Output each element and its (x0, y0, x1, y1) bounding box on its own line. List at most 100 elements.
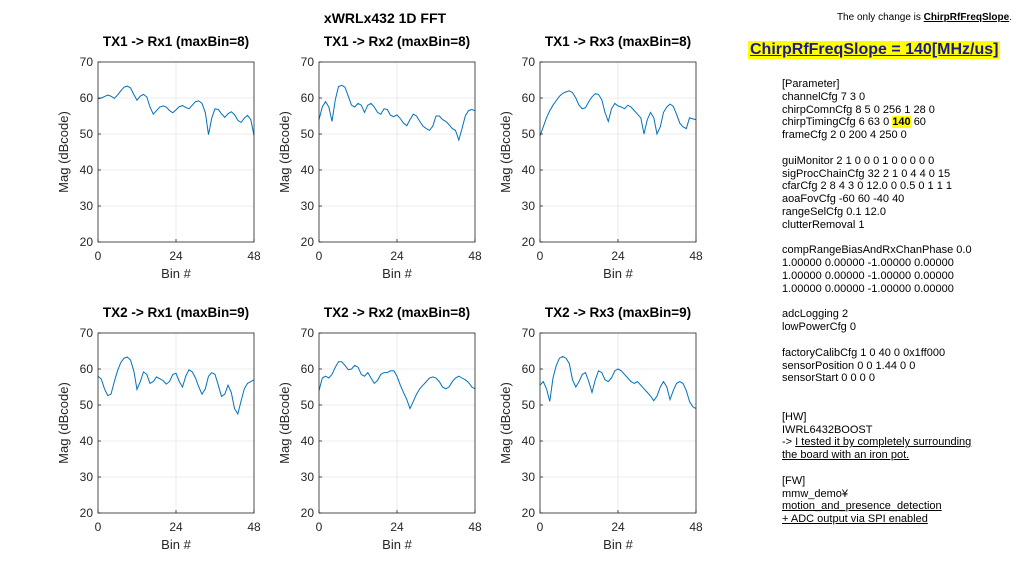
x-axis-label: Bin # (382, 537, 412, 552)
y-tick-label: 20 (80, 506, 94, 520)
param-header: [Parameter] (782, 78, 840, 90)
x-tick-label: 0 (537, 520, 544, 534)
fw-demo: mmw_demo¥ (782, 487, 849, 500)
x-axis-label: Bin # (382, 266, 412, 281)
y-tick-label: 20 (301, 235, 315, 249)
series-line (97, 356, 255, 416)
y-tick-label: 50 (522, 127, 536, 141)
x-axis-label: Bin # (161, 537, 191, 552)
hw-header: [HW] (782, 410, 807, 423)
chart-title: TX2 -> Rx2 (maxBin=8) (324, 305, 470, 320)
y-tick-label: 20 (522, 506, 536, 520)
y-tick-label: 40 (80, 163, 94, 177)
fw-header: [FW] (782, 474, 806, 487)
cfg-range-sel: rangeSelCfg 0.1 12.0 (782, 205, 886, 218)
cfg-low-power: lowPowerCfg 0 (782, 321, 856, 334)
cfg-gui-monitor: guiMonitor 2 1 0 0 0 1 0 0 0 0 0 (782, 154, 935, 167)
hw-note-line-1: -> I tested it by completely surrounding (782, 436, 1020, 449)
config-panel: [Parameter] channelCfg 7 3 0 chirpComnCf… (782, 78, 1020, 526)
chart-title: TX2 -> Rx3 (maxBin=9) (545, 305, 691, 320)
chirp-slope-value: 140 (892, 116, 911, 129)
cfg-chirp-comn: chirpComnCfg 8 5 0 256 1 28 0 (782, 103, 935, 116)
y-tick-label: 40 (522, 163, 536, 177)
y-tick-label: 70 (522, 55, 536, 69)
note-prefix: The only change is (836, 12, 924, 23)
y-tick-label: 70 (301, 326, 315, 340)
series-line (97, 85, 255, 136)
y-tick-label: 50 (301, 127, 315, 141)
x-tick-label: 0 (95, 520, 102, 534)
y-axis-label: Mag (dBcode) (498, 111, 513, 193)
hw-board: IWRL6432BOOST (782, 423, 873, 436)
y-tick-label: 50 (80, 398, 94, 412)
cfg-factory-calib: factoryCalibCfg 1 0 40 0 0x1ff000 (782, 346, 946, 359)
y-tick-label: 30 (301, 199, 315, 213)
fw-detection: motion_and_presence_detection (782, 500, 942, 513)
x-tick-label: 24 (390, 249, 404, 263)
y-tick-label: 40 (80, 434, 94, 448)
y-axis-label: Mag (dBcode) (56, 111, 71, 193)
x-tick-label: 0 (537, 249, 544, 263)
y-tick-label: 70 (301, 55, 315, 69)
note-key: ChirpRfFreqSlope (923, 12, 1010, 23)
x-tick-label: 48 (247, 520, 261, 534)
y-axis-label: Mag (dBcode) (277, 111, 292, 193)
chart-title: TX2 -> Rx1 (maxBin=9) (103, 305, 249, 320)
x-tick-label: 24 (611, 249, 625, 263)
cfg-clutter: clutterRemoval 1 (782, 218, 865, 231)
chirp-timing-prefix: chirpTimingCfg 6 63 0 (782, 116, 890, 129)
x-tick-label: 24 (611, 520, 625, 534)
change-note: The only change is ChirpRfFreqSlope. (760, 12, 1012, 23)
y-tick-label: 40 (301, 163, 315, 177)
series-line (539, 90, 697, 136)
y-tick-label: 50 (80, 127, 94, 141)
hw-note-1: I tested it by completely surrounding (795, 436, 972, 449)
x-tick-label: 0 (316, 520, 323, 534)
series-line (318, 361, 476, 410)
x-axis-label: Bin # (603, 537, 633, 552)
y-tick-label: 30 (80, 470, 94, 484)
chart-title: TX1 -> Rx3 (maxBin=8) (545, 34, 691, 49)
x-tick-label: 0 (95, 249, 102, 263)
y-tick-label: 60 (522, 362, 536, 376)
cfg-sensor-position: sensorPosition 0 0 1.44 0 0 (782, 359, 916, 372)
hw-note-2: the board with an iron pot. (782, 449, 910, 462)
cfg-cfar: cfarCfg 2 8 4 3 0 12.0 0 0.5 0 1 1 1 (782, 180, 953, 193)
y-tick-label: 40 (522, 434, 536, 448)
x-tick-label: 48 (689, 249, 703, 263)
figure-title: xWRLx432 1D FFT (323, 10, 447, 26)
y-tick-label: 60 (80, 91, 94, 105)
series-line (318, 84, 476, 142)
y-axis-label: Mag (dBcode) (498, 382, 513, 464)
y-tick-label: 50 (301, 398, 315, 412)
y-axis-label: Mag (dBcode) (56, 382, 71, 464)
cfg-comp-row-2: 1.00000 0.00000 -1.00000 0.00000 (782, 269, 954, 282)
y-tick-label: 70 (80, 55, 94, 69)
chart-title: TX1 -> Rx2 (maxBin=8) (324, 34, 470, 49)
cfg-comp-row-1: 1.00000 0.00000 -1.00000 0.00000 (782, 257, 954, 270)
fw-adc: + ADC output via SPI enabled (782, 513, 928, 526)
cfg-aoa-fov: aoaFovCfg -60 60 -40 40 (782, 193, 905, 206)
cfg-adc-logging: adcLogging 2 (782, 308, 849, 321)
x-tick-label: 48 (468, 249, 482, 263)
cfg-channel: channelCfg 7 3 0 (782, 90, 866, 103)
x-tick-label: 0 (316, 249, 323, 263)
chirp-timing-suffix: 60 (913, 116, 926, 129)
y-tick-label: 60 (301, 362, 315, 376)
x-tick-label: 24 (169, 249, 183, 263)
y-tick-label: 50 (522, 398, 536, 412)
note-suffix: . (1009, 12, 1012, 23)
y-tick-label: 30 (80, 199, 94, 213)
y-tick-label: 60 (80, 362, 94, 376)
y-tick-label: 40 (301, 434, 315, 448)
x-tick-label: 24 (390, 520, 404, 534)
y-tick-label: 20 (522, 235, 536, 249)
y-tick-label: 20 (301, 506, 315, 520)
y-tick-label: 30 (301, 470, 315, 484)
y-tick-label: 20 (80, 235, 94, 249)
x-tick-label: 48 (689, 520, 703, 534)
